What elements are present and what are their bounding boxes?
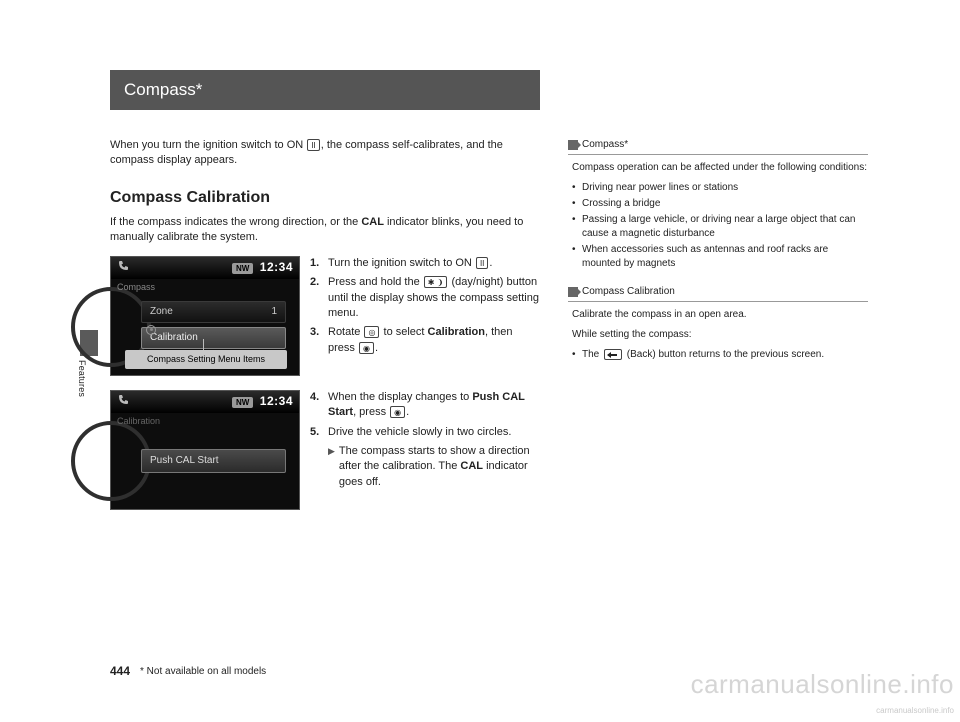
side-p1: Compass operation can be affected under … bbox=[568, 161, 868, 175]
step-item: 4.When the display changes to Push CAL S… bbox=[310, 390, 540, 421]
section-body: If the compass indicates the wrong direc… bbox=[110, 215, 540, 246]
step-sub: ▶The compass starts to show a direction … bbox=[310, 444, 540, 490]
inline-glyph: II bbox=[476, 257, 488, 269]
watermark: carmanualsonline.info bbox=[691, 666, 954, 702]
fig1-selection-indicator-icon bbox=[146, 325, 156, 335]
step-item: 2.Press and hold the ✱ ❩ (day/night) but… bbox=[310, 275, 540, 321]
fig1-right: NW 12:34 bbox=[232, 259, 293, 276]
steps-list-1: 1. Turn the ignition switch to ON II. 2.Pr… bbox=[310, 256, 540, 356]
step-text: Turn the ignition switch to ON II. bbox=[328, 256, 492, 271]
figure-push-cal: NW 12:34 Calibration Push CAL Start bbox=[110, 390, 300, 510]
on-ii-glyph: II bbox=[307, 139, 319, 151]
side-l2-b: (Back) button returns to the previous sc… bbox=[624, 349, 824, 360]
fig2-right: NW 12:34 bbox=[232, 393, 293, 410]
fig1-zone-row: Zone 1 bbox=[141, 301, 286, 323]
side-list-item: When accessories such as antennas and ro… bbox=[572, 243, 868, 271]
fig2-clock: 12:34 bbox=[260, 394, 293, 408]
step-number: 4. bbox=[310, 390, 324, 421]
step-text: Press and hold the ✱ ❩ (day/night) butto… bbox=[328, 275, 540, 321]
side-list-item: Passing a large vehicle, or driving near… bbox=[572, 213, 868, 241]
side-list-2-item: The (Back) button returns to the previou… bbox=[572, 348, 868, 362]
steps-block-2: 4.When the display changes to Push CAL S… bbox=[310, 390, 540, 510]
fig1-caption: Compass Setting Menu Items bbox=[125, 350, 287, 369]
inline-glyph: ✱ ❩ bbox=[424, 276, 448, 288]
phone-icon bbox=[117, 394, 129, 410]
step-number: 2. bbox=[310, 275, 324, 321]
side-h1-text: Compass* bbox=[582, 138, 628, 152]
side-notes-column: Compass* Compass operation can be affect… bbox=[568, 138, 868, 524]
fig1-statusbar: NW 12:34 bbox=[111, 257, 299, 279]
side-l2-a: The bbox=[582, 349, 602, 360]
step-text: Drive the vehicle slowly in two circles. bbox=[328, 425, 511, 440]
step-item: 3.Rotate ◎ to select Calibration, then p… bbox=[310, 325, 540, 356]
watermark-sub: carmanualsonline.info bbox=[876, 705, 954, 716]
step-item: 1. Turn the ignition switch to ON II. bbox=[310, 256, 540, 271]
step-number: 1. bbox=[310, 256, 324, 271]
figure-row-1: NW 12:34 Compass Zone 1 Calibration bbox=[110, 256, 540, 376]
side-heading-calibration: Compass Calibration bbox=[568, 285, 868, 302]
fig1-calibration-label: Calibration bbox=[150, 331, 198, 345]
marker-icon bbox=[568, 140, 578, 150]
sec-body-a: If the compass indicates the wrong direc… bbox=[110, 216, 361, 228]
fig1-compass-label: Compass bbox=[117, 281, 155, 294]
fig2-direction-badge: NW bbox=[232, 397, 253, 408]
side-h2-text: Compass Calibration bbox=[582, 285, 675, 299]
fig2-dial-ring bbox=[71, 421, 151, 501]
intro-text-a: When you turn the ignition switch to ON bbox=[110, 139, 306, 151]
figure-compass-settings: NW 12:34 Compass Zone 1 Calibration bbox=[110, 256, 300, 376]
manual-page: Compass* When you turn the ignition swit… bbox=[110, 70, 878, 670]
inline-glyph: ◉ bbox=[390, 406, 405, 418]
triangle-icon: ▶ bbox=[328, 444, 335, 490]
fig2-calibration-label: Calibration bbox=[117, 415, 160, 428]
fig2-push-label: Push CAL Start bbox=[150, 454, 219, 468]
side-tab-label: Features bbox=[75, 360, 88, 397]
fig1-zone-value: 1 bbox=[271, 305, 277, 319]
side-p3: While setting the compass: bbox=[568, 328, 868, 342]
step-number: 3. bbox=[310, 325, 324, 356]
page-number: 444 bbox=[110, 663, 130, 680]
steps-list-2: 4.When the display changes to Push CAL S… bbox=[310, 390, 540, 490]
section-heading: Compass Calibration bbox=[110, 187, 540, 209]
step-text: Rotate ◎ to select Calibration, then pre… bbox=[328, 325, 540, 356]
step-item: 5. Drive the vehicle slowly in two circle… bbox=[310, 425, 540, 440]
side-heading-compass: Compass* bbox=[568, 138, 868, 155]
inline-glyph: ◎ bbox=[364, 326, 379, 338]
fig1-calibration-row: Calibration bbox=[141, 327, 286, 349]
marker-icon bbox=[568, 287, 578, 297]
fig1-zone-label: Zone bbox=[150, 305, 173, 319]
steps-block-1: 1. Turn the ignition switch to ON II. 2.Pr… bbox=[310, 256, 540, 376]
step-text: When the display changes to Push CAL Sta… bbox=[328, 390, 540, 421]
page-title: Compass* bbox=[110, 70, 540, 110]
side-p2: Calibrate the compass in an open area. bbox=[568, 308, 868, 322]
fig2-push-row: Push CAL Start bbox=[141, 449, 286, 473]
side-list-1: Driving near power lines or stations Cros… bbox=[568, 181, 868, 271]
foot-note: * Not available on all models bbox=[140, 665, 266, 679]
phone-icon bbox=[117, 260, 129, 276]
side-list-2: The (Back) button returns to the previou… bbox=[568, 348, 868, 362]
figure-row-2: NW 12:34 Calibration Push CAL Start 4.Wh… bbox=[110, 390, 540, 510]
intro-paragraph: When you turn the ignition switch to ON … bbox=[110, 138, 540, 169]
fig1-clock: 12:34 bbox=[260, 260, 293, 274]
side-list-item: Crossing a bridge bbox=[572, 197, 868, 211]
back-button-icon bbox=[604, 349, 622, 360]
main-column: When you turn the ignition switch to ON … bbox=[110, 138, 540, 524]
fig1-direction-badge: NW bbox=[232, 263, 253, 274]
step-sub-text: The compass starts to show a direction a… bbox=[339, 444, 540, 490]
inline-glyph: ◉ bbox=[359, 342, 374, 354]
side-list-item: Driving near power lines or stations bbox=[572, 181, 868, 195]
step-number: 5. bbox=[310, 425, 324, 440]
content-columns: When you turn the ignition switch to ON … bbox=[110, 138, 878, 524]
sec-body-bold: CAL bbox=[361, 216, 384, 228]
fig2-statusbar: NW 12:34 bbox=[111, 391, 299, 413]
